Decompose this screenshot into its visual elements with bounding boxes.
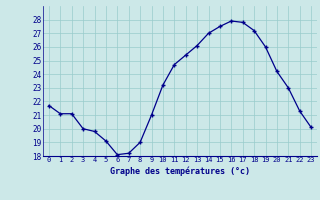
X-axis label: Graphe des températures (°c): Graphe des températures (°c) — [110, 166, 250, 176]
